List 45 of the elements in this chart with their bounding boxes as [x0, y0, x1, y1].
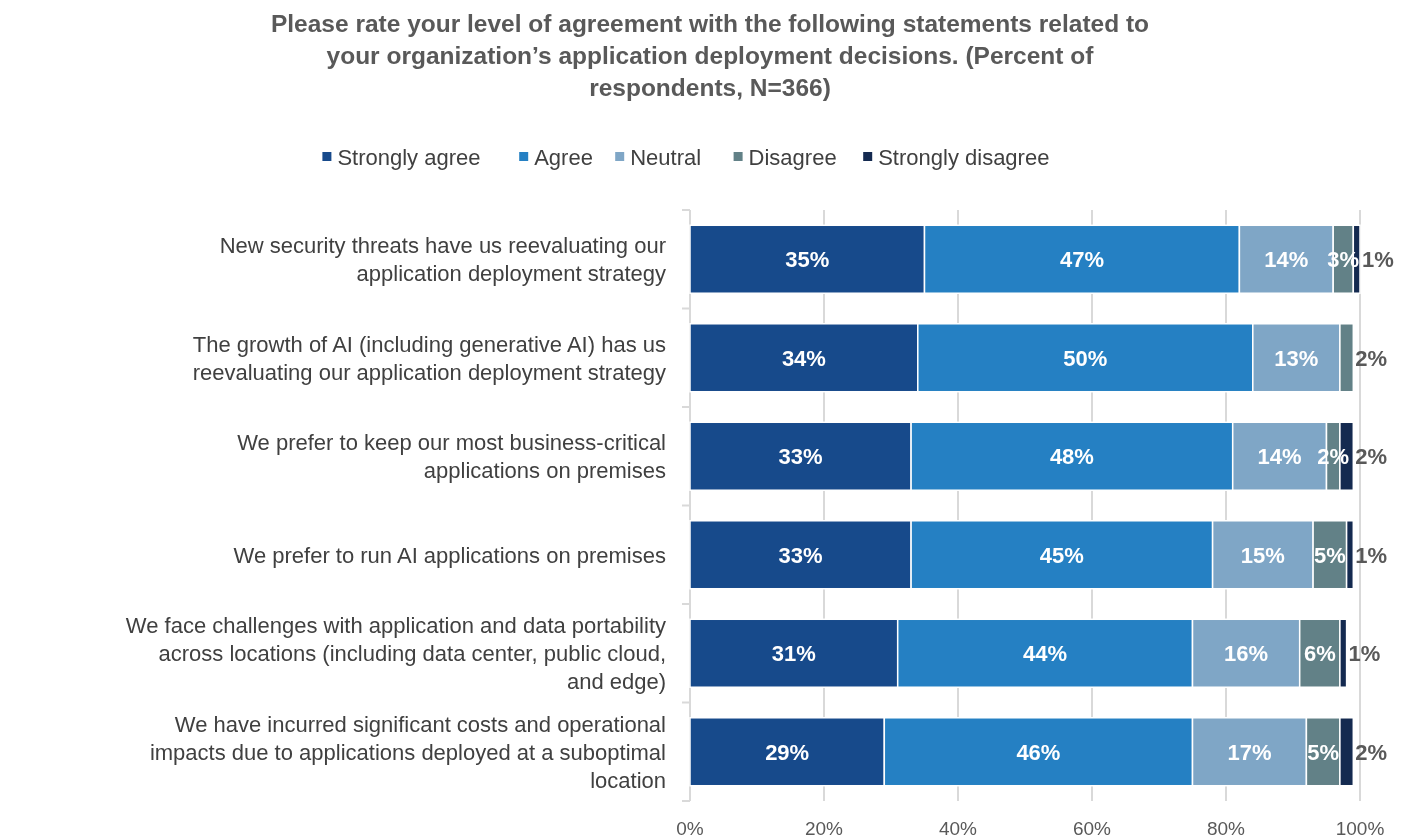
x-tick-label: 20%	[804, 818, 844, 839]
y-tick-label: We prefer to keep our most business-critical applications on premises	[237, 430, 666, 484]
data-label: 50%	[1063, 345, 1108, 371]
y-tick-label: New security threats have us reevaluating our application deployment strategy	[219, 233, 666, 287]
data-label: 47%	[1059, 247, 1104, 273]
data-label: 1%	[1355, 542, 1388, 568]
y-tick-label: We prefer to run AI applications on premises	[233, 542, 666, 568]
data-label: 5%	[1313, 542, 1346, 568]
legend-label: Strongly disagree	[878, 145, 1050, 170]
chart-title: Please rate your level of agreement with the following statements related to your organization’s application deployment decisions. (Percent of respondents, N=366)	[270, 10, 1150, 101]
legend-label: Disagree	[748, 145, 837, 170]
data-label: 2%	[1355, 345, 1388, 371]
data-label: 2%	[1355, 444, 1388, 470]
data-label: 17%	[1227, 739, 1272, 765]
data-label: 15%	[1240, 542, 1285, 568]
data-label: 31%	[771, 641, 816, 667]
data-label: 6%	[1303, 641, 1336, 667]
data-label: 1%	[1362, 247, 1394, 273]
y-tick-label: We have incurred significant costs and operational impacts due to applications deployed at a suboptimal location	[149, 711, 666, 793]
data-label: 45%	[1039, 542, 1084, 568]
data-label: 44%	[1023, 641, 1068, 667]
data-label: 35%	[785, 247, 830, 273]
x-tick-label: 100%	[1335, 818, 1385, 839]
x-tick-label: 80%	[1206, 818, 1246, 839]
x-tick-label: 40%	[938, 818, 978, 839]
x-tick-label: 60%	[1072, 818, 1112, 839]
data-label: 14%	[1257, 444, 1302, 470]
data-label: 29%	[765, 739, 810, 765]
legend-label: Agree	[534, 145, 593, 170]
y-tick-label: We face challenges with application and data portability across locations (including data center, public cloud, and edge)	[125, 613, 666, 695]
data-label: 13%	[1274, 345, 1319, 371]
legend-label: Strongly agree	[337, 145, 481, 170]
data-label: 46%	[1016, 739, 1061, 765]
data-label: 2%	[1355, 739, 1388, 765]
data-label: 16%	[1224, 641, 1269, 667]
x-tick-label: 0%	[676, 818, 704, 839]
data-label: 34%	[781, 345, 826, 371]
data-label: 33%	[778, 444, 823, 470]
data-label: 14%	[1264, 247, 1309, 273]
data-label: 5%	[1307, 739, 1340, 765]
data-label: 48%	[1049, 444, 1094, 470]
data-label: 33%	[778, 542, 823, 568]
y-tick-label: The growth of AI (including generative AI) has us reevaluating our application deployment strategy	[192, 331, 666, 385]
legend-label: Neutral	[630, 145, 702, 170]
data-label: 1%	[1348, 641, 1381, 667]
